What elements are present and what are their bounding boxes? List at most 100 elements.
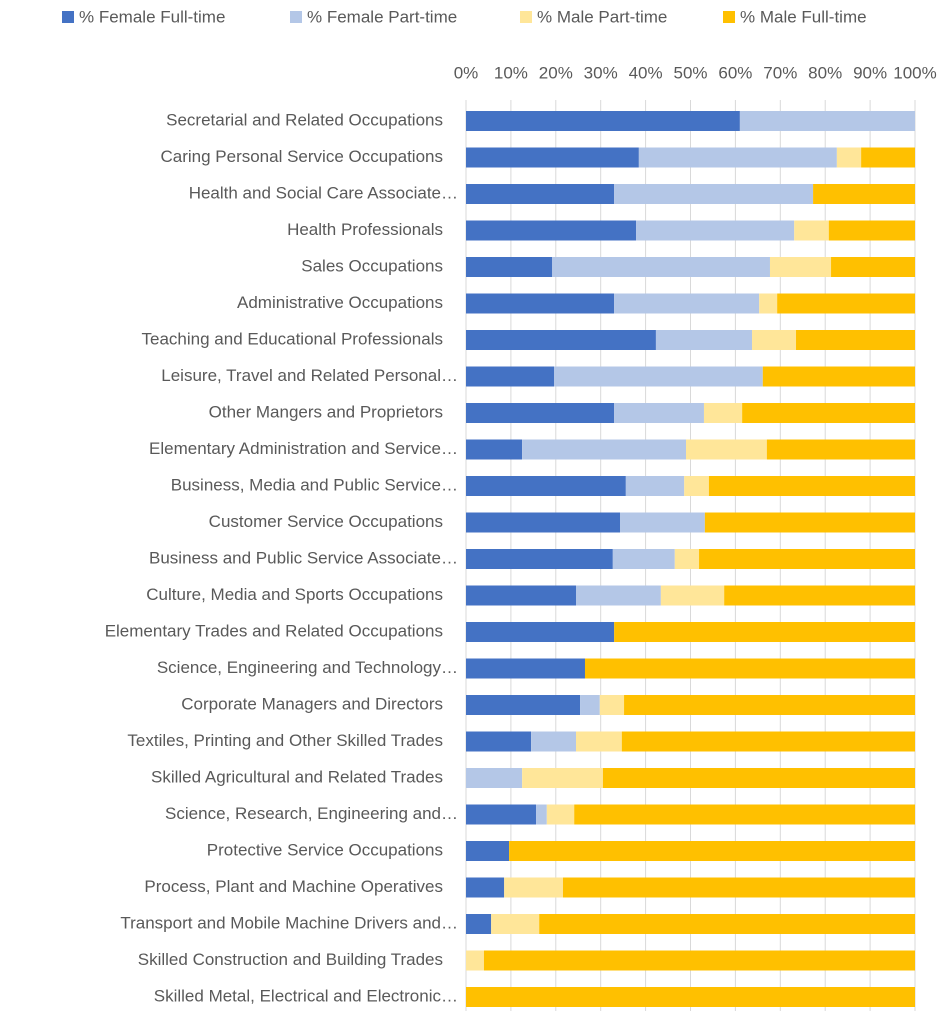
bar-segment: [636, 220, 795, 241]
bar-segment: [686, 439, 767, 460]
y-tick-label: Skilled Construction and Building Trades: [138, 950, 443, 969]
bar-segment: [674, 549, 700, 569]
bar-segment: [584, 658, 915, 679]
bar-segment: [625, 476, 685, 496]
bar-segment: [739, 111, 915, 131]
y-tick-label: Customer Service Occupations: [209, 512, 443, 531]
y-tick-label: Elementary Administration and Service…: [149, 439, 458, 458]
y-tick-label: Sales Occupations: [301, 256, 443, 275]
x-tick-label: 70%: [763, 63, 797, 82]
bar-segment: [703, 403, 743, 423]
bar-segment: [777, 293, 915, 314]
x-tick-label: 100%: [893, 63, 936, 82]
bar-segment: [602, 768, 915, 788]
bar-segment: [466, 220, 637, 241]
bar-segment: [708, 476, 915, 496]
y-tick-label: Protective Service Occupations: [207, 840, 443, 859]
y-tick-label: Process, Plant and Machine Operatives: [144, 877, 443, 896]
bar-segment: [466, 111, 740, 131]
y-tick-label: Administrative Occupations: [237, 293, 443, 312]
legend-label: % Male Full-time: [740, 7, 867, 26]
bar-segment: [483, 950, 915, 971]
bar-segment: [504, 877, 563, 898]
bar-segment: [769, 257, 832, 277]
bar-segment: [466, 330, 656, 350]
y-tick-label: Skilled Agricultural and Related Trades: [151, 767, 443, 786]
bar-segment: [466, 147, 639, 168]
bar-segment: [684, 476, 709, 496]
legend-label: % Female Full-time: [79, 7, 225, 26]
bar-segment: [742, 403, 915, 423]
y-tick-label: Culture, Media and Sports Occupations: [146, 585, 443, 604]
x-tick-label: 50%: [673, 63, 707, 82]
x-tick-label: 0%: [454, 63, 479, 82]
legend-label: % Male Part-time: [537, 7, 667, 26]
bar-segment: [759, 293, 778, 314]
y-tick-label: Textiles, Printing and Other Skilled Tra…: [127, 731, 443, 750]
bar-segment: [752, 330, 797, 350]
x-tick-label: 40%: [629, 63, 663, 82]
bar-segment: [580, 695, 600, 715]
x-tick-label: 60%: [718, 63, 752, 82]
bar-segment: [704, 512, 915, 533]
bar-segment: [539, 914, 915, 934]
y-tick-label: Transport and Mobile Machine Drivers and…: [120, 913, 458, 932]
bar-segment: [794, 220, 829, 241]
legend-label: % Female Part-time: [307, 7, 457, 26]
bar-segment: [655, 330, 753, 350]
legend-swatch: [62, 11, 74, 23]
bar-segment: [466, 476, 626, 496]
bar-segment: [509, 841, 915, 861]
bar-segment: [466, 658, 585, 679]
y-tick-label: Business, Media and Public Service…: [171, 475, 458, 494]
bar-segment: [466, 366, 555, 387]
bar-segment: [554, 366, 763, 387]
bar-segment: [466, 512, 621, 533]
bar-segment: [699, 549, 915, 569]
bar-segment: [466, 257, 553, 277]
bar-segment: [612, 549, 675, 569]
bar-segment: [562, 877, 915, 898]
y-tick-label: Secretarial and Related Occupations: [166, 110, 443, 129]
bar-segment: [762, 366, 915, 387]
bar-segment: [599, 695, 625, 715]
bar-segment: [796, 330, 915, 350]
y-tick-label: Caring Personal Service Occupations: [160, 147, 443, 166]
bar-segment: [766, 439, 915, 460]
bar-segment: [576, 731, 622, 752]
y-tick-label: Health Professionals: [287, 220, 443, 239]
y-tick-label: Skilled Metal, Electrical and Electronic…: [154, 986, 458, 1005]
bar-segment: [466, 950, 484, 971]
bar-segment: [576, 585, 661, 606]
x-tick-label: 20%: [539, 63, 573, 82]
bar-segment: [466, 549, 613, 569]
bar-segment: [466, 622, 615, 642]
y-tick-label: Corporate Managers and Directors: [181, 694, 443, 713]
legend-swatch: [290, 11, 302, 23]
y-tick-label: Elementary Trades and Related Occupation…: [105, 621, 443, 640]
bar-segment: [536, 804, 547, 825]
bar-segment: [522, 439, 687, 460]
y-tick-label: Other Mangers and Proprietors: [209, 402, 443, 421]
bar-segment: [621, 731, 915, 752]
bar-segment: [831, 257, 915, 277]
bar-segment: [466, 585, 577, 606]
legend-swatch: [520, 11, 532, 23]
bar-segment: [828, 220, 915, 241]
bar-segment: [813, 184, 915, 204]
bar-segment: [466, 914, 492, 934]
y-tick-label: Teaching and Educational Professionals: [142, 329, 443, 348]
y-tick-label: Science, Research, Engineering and…: [165, 804, 458, 823]
bar-segment: [466, 841, 510, 861]
bar-segment: [531, 731, 577, 752]
bar-segment: [724, 585, 915, 606]
x-tick-label: 10%: [494, 63, 528, 82]
bar-segment: [522, 768, 603, 788]
bar-segment: [620, 512, 705, 533]
bar-segment: [466, 731, 532, 752]
bar-segment: [466, 695, 581, 715]
bar-segment: [624, 695, 915, 715]
bar-segment: [466, 768, 523, 788]
bar-segment: [614, 184, 814, 204]
bar-segment: [466, 877, 505, 898]
